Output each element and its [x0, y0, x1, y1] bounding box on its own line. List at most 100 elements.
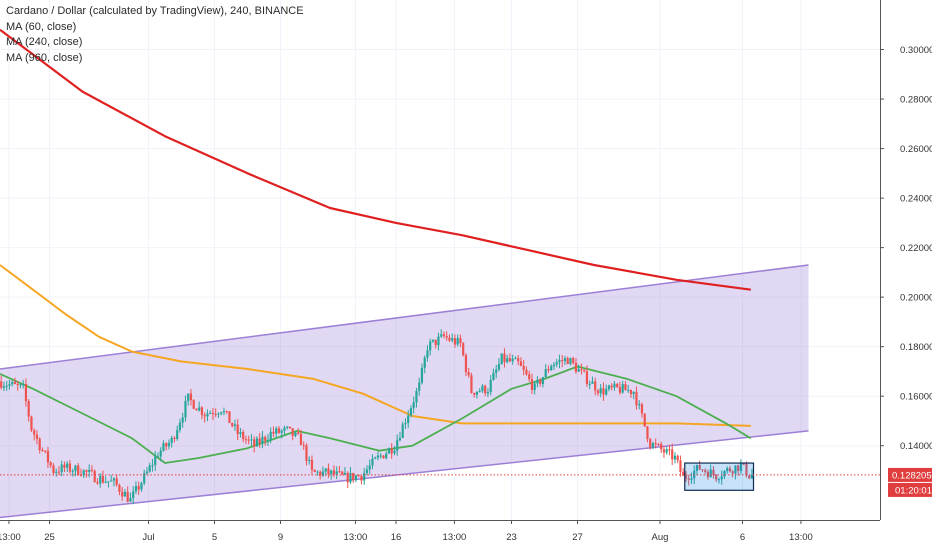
candle-body-201: [552, 364, 556, 367]
candle-body-175: [481, 385, 484, 392]
moving-averages: [0, 28, 752, 464]
candle-body-2: [5, 385, 8, 387]
ma-240-line: [0, 264, 751, 427]
candle-body-239: [657, 444, 660, 446]
candle-body-132: [363, 472, 366, 481]
candle-body-242: [665, 449, 668, 453]
candle-body-152: [418, 382, 421, 391]
x-tick-label-1: 25: [44, 532, 55, 543]
candle-body-126: [346, 472, 349, 483]
candle-body-62: [170, 437, 173, 443]
candle-body-73: [200, 407, 204, 416]
candle-body-270: [742, 463, 745, 465]
candle-body-51: [140, 483, 143, 490]
candle-body-95: [261, 436, 264, 444]
x-tick-label-11: 6: [740, 532, 745, 543]
candle-body-238: [654, 443, 657, 445]
candle-body-84: [231, 423, 234, 427]
candle-body-146: [401, 424, 404, 438]
candle-body-232: [638, 404, 641, 406]
candle-body-100: [275, 428, 278, 434]
x-tick-label-12: 13:00: [789, 532, 813, 543]
candle-body-137: [376, 455, 380, 458]
candle-body-39: [107, 481, 110, 483]
candle-body-209: [574, 362, 578, 372]
x-tick-label-7: 13:00: [443, 532, 467, 543]
channel-fill: [0, 264, 809, 518]
candle-body-249: [684, 475, 688, 479]
candle-body-76: [209, 413, 212, 415]
candle-body-169: [464, 355, 468, 372]
candle-body-148: [407, 415, 410, 423]
candle-body-23: [63, 464, 66, 468]
candle-body-57: [156, 456, 160, 458]
candle-body-104: [286, 426, 289, 428]
candle-body-211: [580, 369, 583, 371]
candle-body-37: [101, 476, 105, 483]
candle-body-255: [701, 469, 704, 471]
candle-body-213: [585, 371, 589, 384]
candle-body-20: [55, 471, 58, 473]
candle-body-202: [555, 362, 558, 365]
candle-body-32: [88, 469, 91, 472]
candle-body-21: [57, 471, 61, 473]
last-price-label: 0.128205: [892, 470, 932, 481]
candle-body-155: [426, 350, 429, 358]
candle-body-19: [52, 465, 55, 473]
candle-body-124: [341, 471, 344, 475]
candle-body-10: [27, 401, 30, 417]
candle-body-90: [247, 439, 250, 441]
candle-body-56: [154, 456, 157, 466]
candle-body-172: [473, 392, 476, 395]
candle-body-74: [203, 415, 206, 417]
time-axis-background: [0, 520, 932, 550]
candle-body-259: [712, 469, 715, 475]
candle-body-6: [16, 383, 19, 386]
candle-body-220: [605, 389, 608, 395]
candle-body-174: [478, 391, 481, 393]
candle-body-33: [90, 469, 94, 471]
candle-body-217: [596, 390, 600, 394]
candle-body-150: [412, 402, 415, 409]
candle-body-44: [121, 491, 124, 497]
candle-body-236: [649, 439, 652, 448]
candle-body-82: [225, 411, 228, 413]
candle-body-145: [398, 437, 402, 441]
candle-body-268: [737, 465, 740, 471]
candle-body-67: [184, 401, 187, 418]
candle-body-48: [132, 491, 135, 499]
candle-body-112: [308, 459, 311, 462]
candle-body-87: [239, 432, 242, 435]
candle-body-86: [236, 424, 239, 435]
candle-body-22: [60, 464, 63, 473]
candle-body-218: [599, 388, 602, 394]
candle-body-80: [220, 412, 223, 414]
candle-body-163: [448, 337, 451, 341]
candle-body-187: [514, 358, 517, 360]
candle-body-198: [544, 369, 547, 378]
candle-body-8: [22, 384, 25, 386]
candle-body-215: [591, 381, 594, 384]
candle-body-161: [442, 334, 446, 337]
candle-body-167: [459, 338, 462, 344]
candle-body-64: [176, 430, 179, 440]
candle-body-166: [456, 338, 459, 345]
candle-body-243: [668, 449, 671, 451]
candle-body-110: [302, 445, 305, 447]
candle-body-18: [49, 462, 52, 466]
candle-body-26: [71, 471, 74, 473]
candle-body-49: [134, 486, 138, 492]
candle-body-182: [500, 353, 503, 365]
candle-body-170: [467, 371, 470, 376]
candle-body-66: [181, 417, 184, 423]
candle-body-106: [291, 428, 294, 436]
x-tick-label-5: 13:00: [344, 532, 368, 543]
grid: [0, 0, 880, 520]
candle-body-129: [354, 475, 358, 481]
candle-body-273: [750, 474, 754, 479]
candle-body-210: [577, 369, 580, 372]
